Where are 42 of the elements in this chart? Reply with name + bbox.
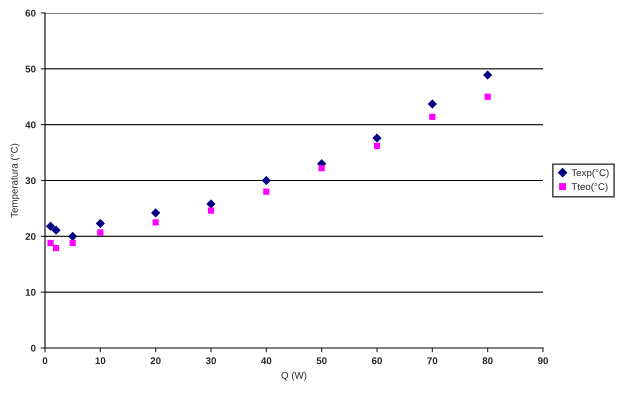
y-tick-label: 0 bbox=[30, 344, 36, 352]
point bbox=[483, 70, 492, 80]
x-tick-label: 0 bbox=[42, 357, 48, 364]
x-tick-label: 90 bbox=[538, 357, 548, 364]
point bbox=[97, 229, 104, 236]
point bbox=[428, 99, 437, 109]
point bbox=[68, 232, 78, 241]
x-tick-label: 70 bbox=[427, 357, 438, 364]
x-tick-label: 40 bbox=[261, 357, 272, 364]
y-tick-label: 10 bbox=[26, 288, 36, 296]
x-tick-label: 60 bbox=[372, 357, 382, 364]
y-tick-label: 40 bbox=[25, 121, 36, 128]
point bbox=[51, 226, 61, 235]
point bbox=[318, 165, 325, 172]
point bbox=[96, 218, 105, 228]
y-tick-label: 30 bbox=[25, 177, 36, 184]
point bbox=[374, 142, 380, 149]
point bbox=[151, 208, 160, 218]
point bbox=[484, 94, 491, 100]
point bbox=[52, 244, 60, 252]
x-tick-label: 20 bbox=[150, 357, 161, 364]
point bbox=[372, 133, 382, 143]
x-tick-label: 10 bbox=[96, 357, 106, 364]
point bbox=[152, 219, 159, 226]
point bbox=[46, 222, 56, 231]
point bbox=[429, 114, 436, 120]
y-tick-label: 20 bbox=[25, 233, 36, 240]
x-tick-label: 30 bbox=[206, 357, 216, 364]
legend-label: Tteo(°C) bbox=[572, 182, 608, 192]
legend-label: Texp(°C) bbox=[572, 169, 609, 178]
x-tick-label: 80 bbox=[482, 357, 493, 364]
point bbox=[70, 240, 76, 246]
point bbox=[262, 176, 271, 186]
y-tick-label: 60 bbox=[26, 10, 36, 17]
y-tick-label: 50 bbox=[25, 66, 36, 72]
y-axis-title: Temperatura (°C) bbox=[10, 144, 20, 218]
point bbox=[263, 188, 270, 195]
point bbox=[208, 208, 214, 214]
point bbox=[47, 240, 54, 246]
x-axis-title: Q (W) bbox=[282, 372, 306, 381]
x-tick-label: 50 bbox=[316, 357, 327, 364]
point bbox=[206, 199, 216, 209]
